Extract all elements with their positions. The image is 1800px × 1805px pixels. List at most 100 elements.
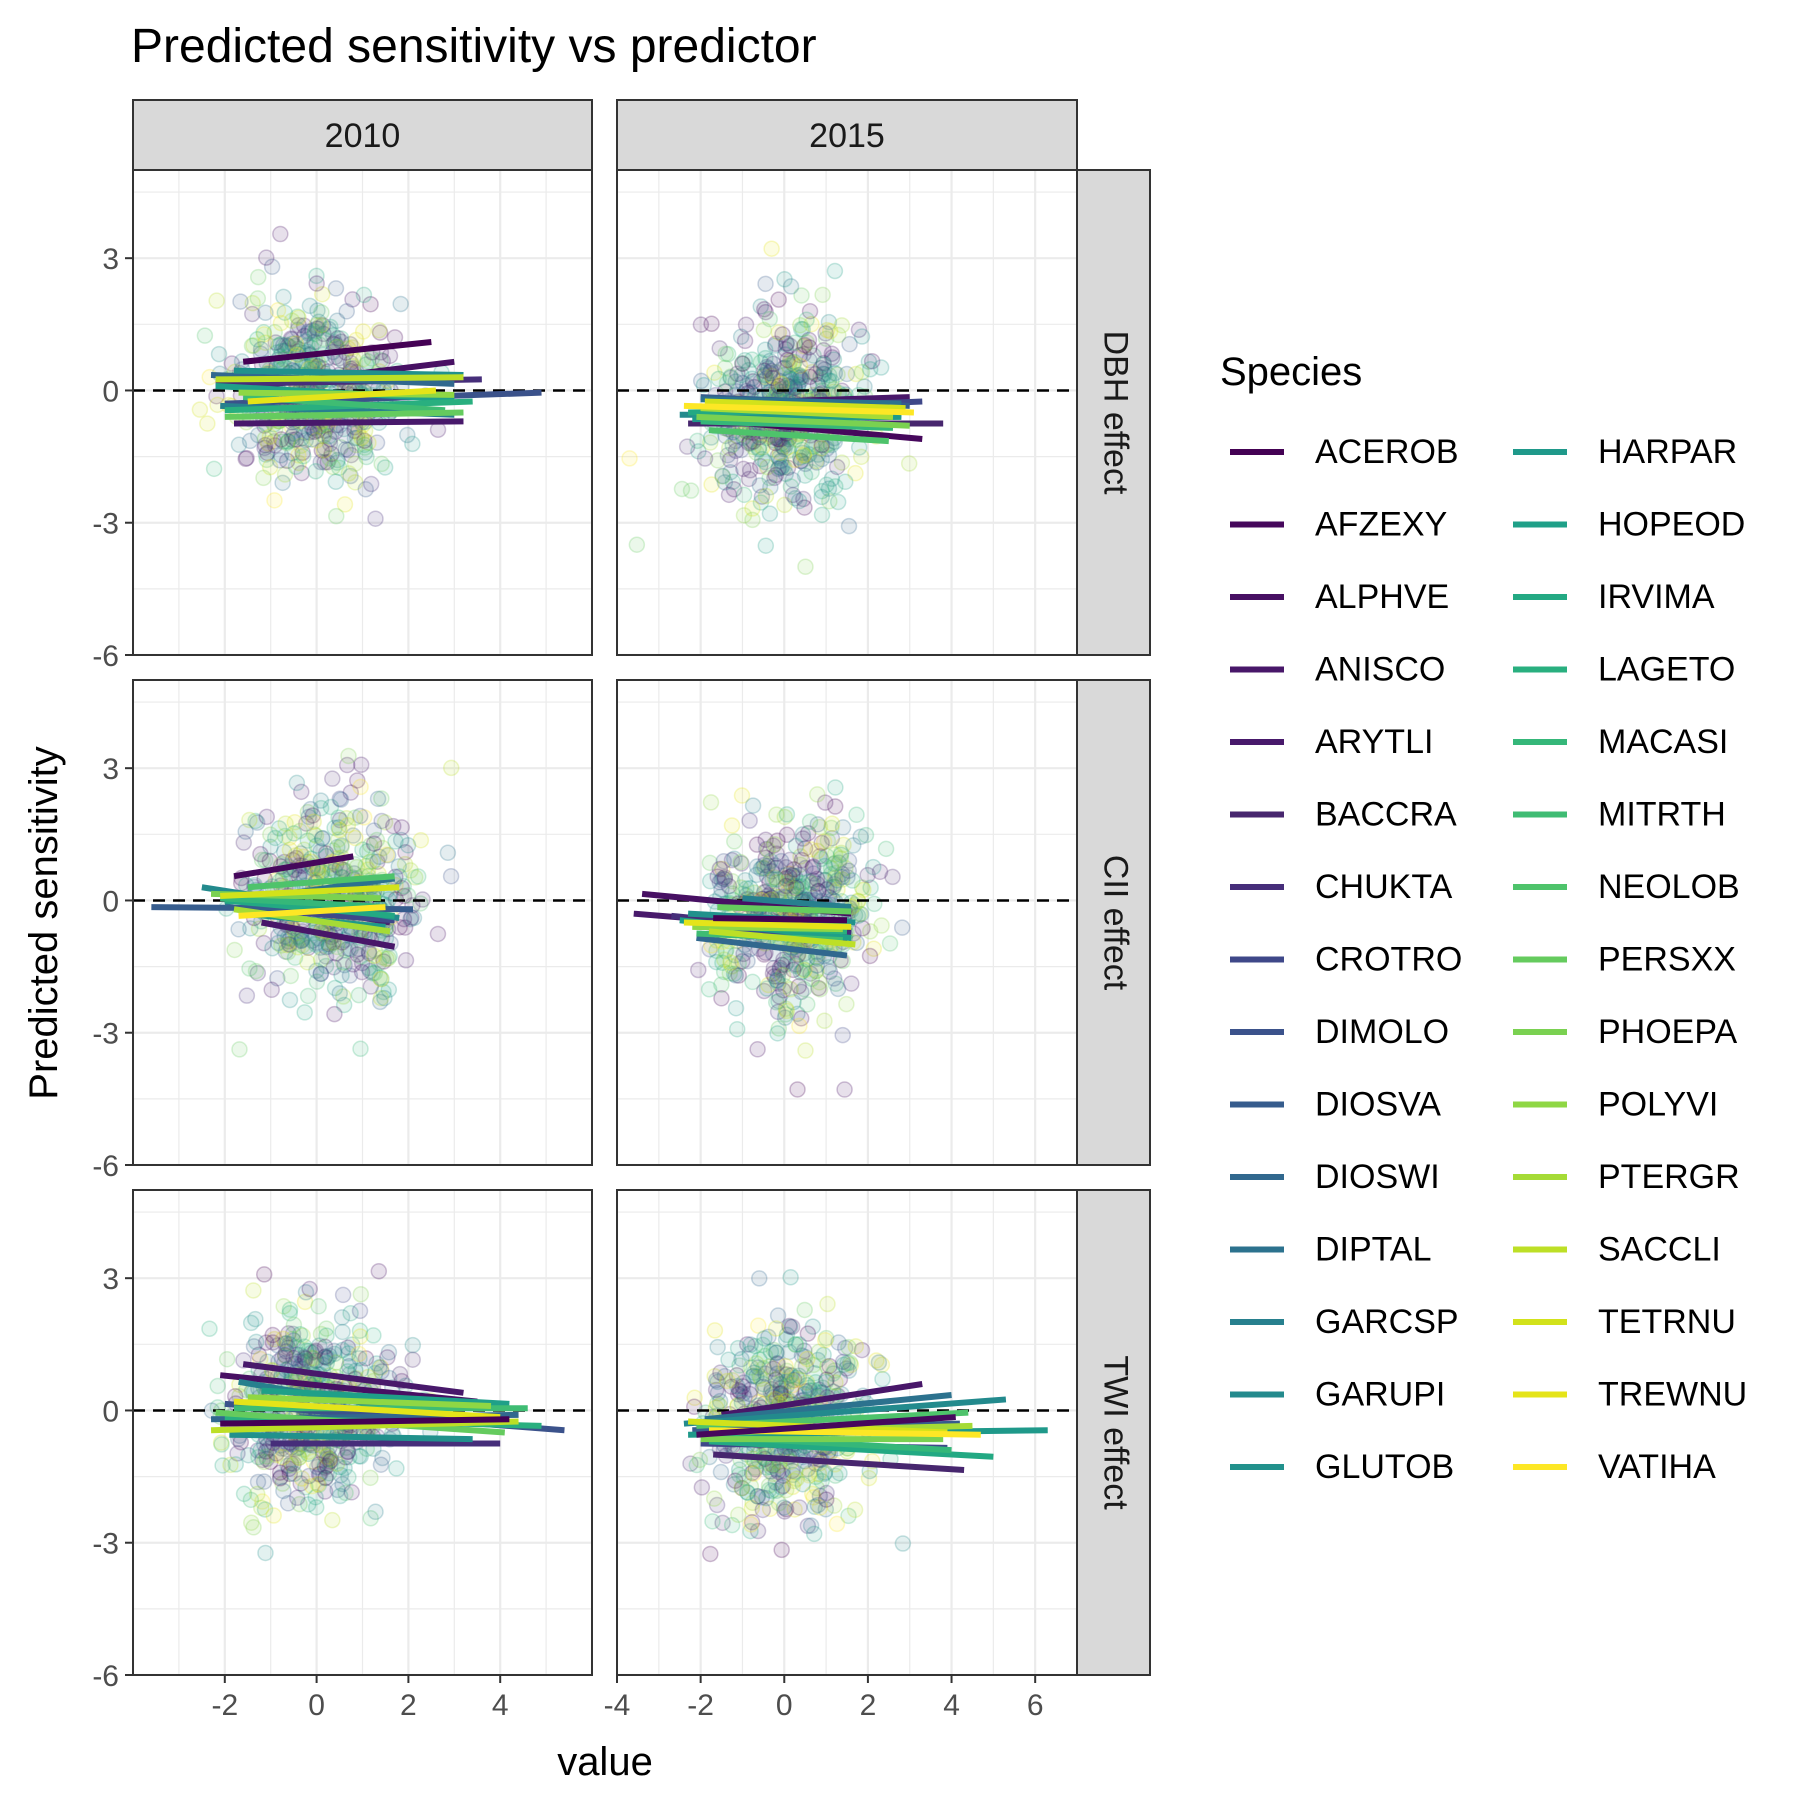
data-point — [343, 446, 360, 464]
data-point — [758, 840, 775, 858]
data-point — [351, 807, 369, 825]
data-point — [231, 1041, 248, 1058]
data-point — [809, 842, 826, 860]
data-point — [828, 458, 846, 476]
data-point — [350, 1345, 368, 1363]
data-point — [329, 838, 346, 856]
data-point — [748, 858, 766, 875]
data-point — [778, 806, 796, 823]
data-point — [340, 1449, 358, 1466]
legend-label: TREWNU — [1598, 1376, 1747, 1414]
data-point — [766, 869, 784, 886]
data-point — [787, 1463, 804, 1480]
data-point — [318, 1448, 335, 1465]
data-point — [361, 853, 379, 871]
legend-item-trewnu: TREWNU — [1513, 1376, 1747, 1414]
data-point — [816, 871, 833, 889]
data-point — [826, 364, 844, 382]
data-point — [275, 1482, 292, 1500]
data-point — [811, 981, 829, 998]
data-point — [722, 463, 739, 481]
data-point — [853, 1341, 871, 1359]
data-point — [336, 956, 353, 974]
data-point — [817, 794, 834, 811]
data-point — [792, 1010, 810, 1027]
data-point — [833, 865, 851, 883]
data-point — [373, 812, 390, 830]
data-point — [350, 1447, 368, 1465]
data-point — [779, 873, 796, 891]
data-point — [340, 747, 357, 765]
data-point — [773, 375, 790, 393]
data-point — [299, 325, 317, 342]
row-strip-label: DBH effect — [1097, 331, 1135, 495]
data-point — [744, 1494, 761, 1512]
data-point — [789, 1081, 806, 1098]
data-point — [346, 855, 363, 873]
species-fit-line — [242, 1361, 464, 1396]
y-tick-label: 0 — [102, 1395, 119, 1428]
data-point — [738, 1484, 756, 1501]
data-point — [396, 919, 414, 936]
data-point — [865, 940, 883, 958]
data-point — [258, 249, 275, 266]
data-point — [258, 1450, 276, 1468]
data-point — [263, 981, 280, 999]
data-point — [230, 921, 247, 938]
legend-item-tetrnu: TETRNU — [1513, 1303, 1736, 1341]
data-point — [777, 1000, 795, 1017]
data-point — [807, 962, 825, 980]
data-point — [311, 1456, 328, 1473]
data-point — [727, 999, 745, 1017]
data-point — [724, 436, 741, 453]
data-point — [733, 354, 751, 372]
data-point — [284, 431, 301, 449]
data-point — [307, 1342, 324, 1359]
data-point — [801, 339, 818, 356]
data-point — [818, 847, 835, 865]
data-point — [739, 1484, 756, 1501]
data-point — [714, 954, 731, 972]
data-point — [274, 1475, 291, 1492]
data-point — [819, 832, 837, 849]
data-point — [300, 1342, 317, 1360]
data-point — [309, 320, 327, 337]
data-point — [749, 1041, 766, 1058]
data-point — [816, 1465, 833, 1483]
data-point — [807, 1373, 824, 1391]
data-point — [709, 452, 727, 469]
legend-item-polyvi: POLYVI — [1513, 1086, 1718, 1124]
data-point — [827, 864, 844, 882]
data-point — [375, 953, 392, 970]
species-fit-line — [220, 895, 386, 911]
data-point — [254, 1493, 271, 1510]
data-point — [851, 905, 869, 923]
data-point — [782, 478, 800, 495]
data-point — [777, 341, 795, 358]
data-point — [826, 875, 843, 893]
data-point — [712, 1364, 729, 1381]
species-fit-line — [696, 934, 848, 959]
data-point — [834, 819, 852, 836]
species-fit-line — [260, 919, 396, 950]
data-point — [344, 827, 362, 844]
data-point — [733, 1479, 751, 1497]
data-point — [761, 469, 778, 487]
data-point — [272, 431, 290, 448]
data-point — [781, 1367, 799, 1384]
data-point — [776, 440, 793, 458]
species-fit-line — [247, 387, 437, 405]
data-point — [269, 970, 286, 987]
data-point — [840, 1362, 858, 1379]
data-point — [709, 1384, 727, 1402]
data-point — [305, 813, 322, 830]
data-point — [727, 1472, 744, 1489]
data-point — [790, 978, 807, 995]
data-point — [720, 486, 738, 504]
data-point — [795, 980, 813, 998]
data-point — [287, 431, 305, 448]
data-point — [817, 871, 834, 889]
data-point — [405, 909, 423, 927]
data-point — [294, 447, 312, 465]
data-point — [808, 962, 825, 980]
